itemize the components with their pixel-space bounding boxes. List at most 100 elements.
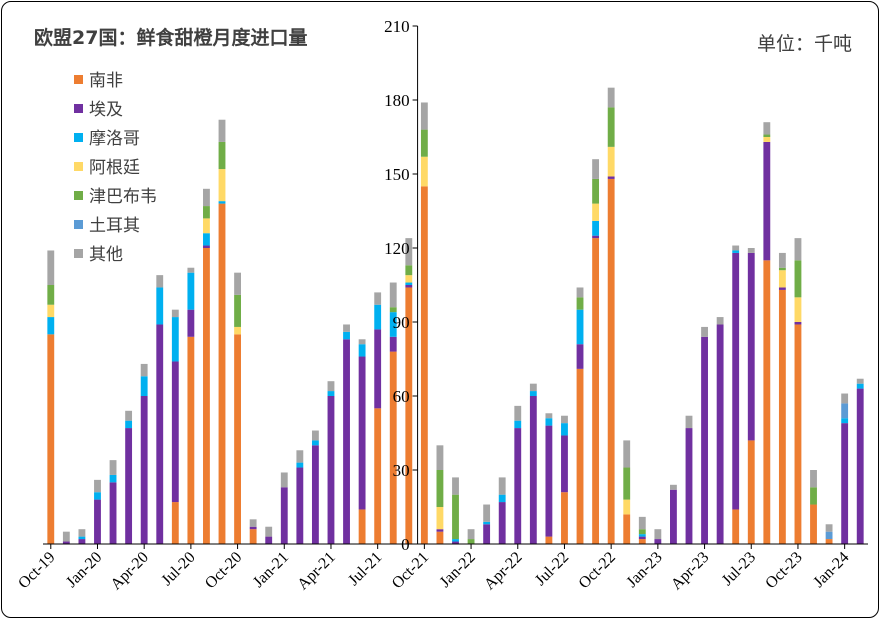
bar-segment-Feb-21-series-1 — [296, 467, 304, 544]
bar-segment-Jul-23-series-6 — [747, 248, 755, 253]
x-tick-label: Apr-23 — [668, 549, 712, 593]
bar-segment-Oct-21-series-4 — [420, 129, 428, 157]
bar-segment-Jun-20-series-0 — [171, 502, 179, 544]
bar-segment-Nov-21-series-1 — [436, 529, 444, 532]
bar-segment-Dec-19-series-2 — [78, 536, 86, 540]
bar-segment-May-22-series-6 — [529, 383, 537, 392]
bar-segment-Aug-23-series-3 — [763, 137, 771, 142]
bar-segment-Mar-21-series-6 — [311, 430, 319, 441]
bar-segment-Dec-22-series-6 — [638, 516, 646, 530]
x-tick-label: Oct-21 — [389, 549, 432, 592]
bar-segment-Mar-20-series-2 — [125, 420, 133, 429]
bar-segment-Jul-22-series-2 — [561, 423, 568, 436]
x-tick-label: Apr-21 — [294, 549, 338, 593]
bar-segment-Nov-22-series-4 — [623, 467, 631, 500]
bar-segment-Apr-23-series-1 — [701, 336, 708, 544]
bar-segment-Jan-24-series-5 — [841, 403, 849, 419]
bar-segment-Jun-21-series-6 — [358, 339, 366, 345]
legend-label: 土耳其 — [89, 216, 140, 236]
bar-segment-Feb-24-series-2 — [856, 383, 864, 389]
bar-segment-Jun-20-series-2 — [171, 317, 179, 362]
bar-segment-Sep-23-series-3 — [778, 270, 786, 288]
bar-segment-May-20-series-2 — [156, 287, 164, 325]
bar-segment-Feb-22-series-6 — [483, 504, 491, 522]
bar-segment-Jul-21-series-1 — [374, 329, 382, 409]
legend-swatch — [74, 104, 83, 113]
bar-segment-Apr-22-series-2 — [514, 420, 522, 429]
bar-segment-Dec-23-series-6 — [825, 524, 833, 532]
bar-segment-Jun-22-series-6 — [545, 413, 553, 419]
bar-segment-Oct-23-series-1 — [794, 322, 802, 325]
bar-segment-Aug-22-series-6 — [576, 287, 584, 298]
bar-segment-Dec-21-series-4 — [452, 494, 459, 540]
legend-label: 南非 — [89, 71, 123, 91]
bar-segment-Jan-20-series-2 — [94, 492, 101, 500]
bar-segment-Jun-23-series-1 — [732, 252, 740, 510]
bar-segment-Oct-23-series-0 — [794, 324, 802, 544]
bar-segment-May-23-series-6 — [716, 317, 724, 325]
bar-segment-Jan-24-series-6 — [841, 393, 849, 404]
bar-segment-Aug-21-series-2 — [389, 312, 397, 337]
bar-segment-Nov-20-series-0 — [249, 529, 257, 544]
bar-segment-Aug-23-series-1 — [763, 141, 771, 261]
bar-segment-Sep-21-series-1 — [405, 285, 413, 288]
bar-segment-Dec-19-series-1 — [78, 539, 86, 544]
bar-segment-Oct-22-series-3 — [607, 146, 615, 177]
bar-segment-Jun-20-series-6 — [171, 309, 179, 318]
bar-segment-Jan-20-series-6 — [94, 479, 101, 493]
bar-segment-Jul-21-series-6 — [374, 292, 382, 305]
bar-segment-Sep-22-series-4 — [592, 178, 600, 204]
bar-segment-Feb-23-series-1 — [670, 489, 677, 544]
bar-segment-Oct-23-series-6 — [794, 238, 802, 261]
bar-segment-Apr-21-series-2 — [327, 391, 335, 396]
x-tick-label: Apr-20 — [108, 549, 152, 593]
bar-segment-Jul-21-series-0 — [374, 408, 382, 544]
x-tick-label: Oct-19 — [15, 549, 58, 592]
bar-segment-Oct-20-series-4 — [234, 294, 241, 327]
legend-swatch — [74, 133, 83, 142]
bar-segment-Sep-23-series-4 — [778, 267, 786, 271]
bar-segment-Oct-22-series-1 — [607, 176, 615, 179]
bar-segment-Sep-20-series-6 — [218, 119, 226, 142]
bar-segment-May-22-series-1 — [529, 396, 537, 544]
legend-swatch — [74, 249, 83, 258]
bar-segment-Oct-21-series-6 — [420, 102, 428, 130]
bar-segment-Mar-20-series-1 — [125, 428, 133, 544]
bar-segment-Dec-21-series-1 — [452, 541, 459, 544]
bar-segment-Dec-22-series-0 — [638, 539, 646, 544]
legend-label: 阿根廷 — [89, 158, 140, 178]
bar-segment-Aug-21-series-0 — [389, 351, 397, 544]
bar-segment-Jul-20-series-0 — [187, 336, 195, 544]
bar-segment-Aug-20-series-1 — [203, 245, 210, 248]
x-tick-label: Jul-23 — [719, 549, 759, 589]
y-tick-label: 120 — [384, 239, 410, 258]
bar-segment-Feb-20-series-2 — [109, 474, 117, 483]
bar-segment-Dec-23-series-0 — [825, 539, 833, 544]
bar-segment-Oct-20-series-3 — [234, 326, 241, 335]
bar-segment-Aug-22-series-1 — [576, 344, 584, 369]
bar-segment-Nov-22-series-0 — [623, 514, 631, 544]
bar-segment-Sep-20-series-3 — [218, 169, 226, 202]
x-tick-label: Oct-23 — [762, 549, 805, 592]
bar-segment-May-20-series-1 — [156, 324, 164, 544]
bar-segment-Apr-21-series-6 — [327, 381, 335, 392]
bar-segment-Sep-20-series-0 — [218, 203, 226, 544]
bar-segment-Jun-23-series-2 — [732, 250, 740, 253]
x-tick-label: Jan-23 — [624, 549, 666, 591]
bar-segment-Oct-19-series-0 — [47, 334, 55, 544]
bar-segment-Jun-21-series-0 — [358, 509, 366, 544]
bar-segment-Nov-23-series-4 — [810, 487, 817, 505]
bar-segment-Feb-20-series-6 — [109, 460, 117, 475]
bar-segment-Jul-22-series-0 — [561, 492, 568, 544]
bar-segment-Apr-22-series-1 — [514, 428, 522, 544]
bar-segment-Sep-22-series-1 — [592, 235, 600, 239]
bar-segment-Aug-20-series-2 — [203, 233, 210, 246]
legend-label: 津巴布韦 — [89, 187, 157, 207]
bar-segment-Sep-21-series-0 — [405, 287, 413, 544]
bar-segment-Aug-22-series-0 — [576, 368, 584, 544]
x-tick-label: Jul-21 — [345, 549, 385, 589]
bar-segment-Jan-21-series-6 — [280, 472, 288, 488]
bar-segment-Jul-21-series-2 — [374, 304, 382, 330]
bar-segment-Nov-20-series-6 — [249, 519, 257, 527]
